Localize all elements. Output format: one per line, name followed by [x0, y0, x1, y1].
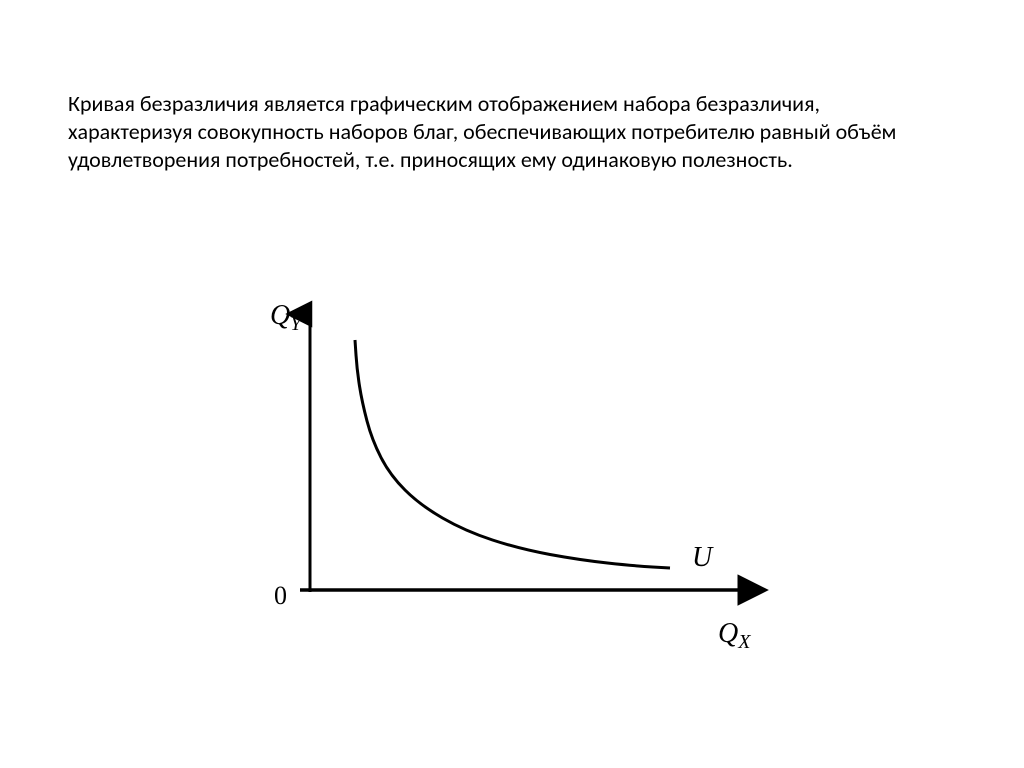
- y-axis-label-sub: Y: [290, 313, 303, 335]
- indifference-curve-chart: QY 0 U QX: [240, 290, 780, 670]
- x-axis-label-main: Q: [718, 618, 738, 649]
- curve-label: U: [692, 542, 714, 573]
- indifference-curve: [355, 340, 670, 568]
- origin-label: 0: [274, 581, 287, 610]
- y-axis-label: QY: [270, 300, 303, 335]
- x-axis-label: QX: [718, 618, 751, 653]
- slide: Кривая безразличия является графическим …: [0, 0, 1024, 768]
- chart-svg: QY 0 U QX: [240, 290, 780, 670]
- y-axis-label-main: Q: [270, 300, 290, 331]
- x-axis-label-sub: X: [737, 631, 751, 653]
- definition-paragraph: Кривая безразличия является графическим …: [68, 90, 938, 174]
